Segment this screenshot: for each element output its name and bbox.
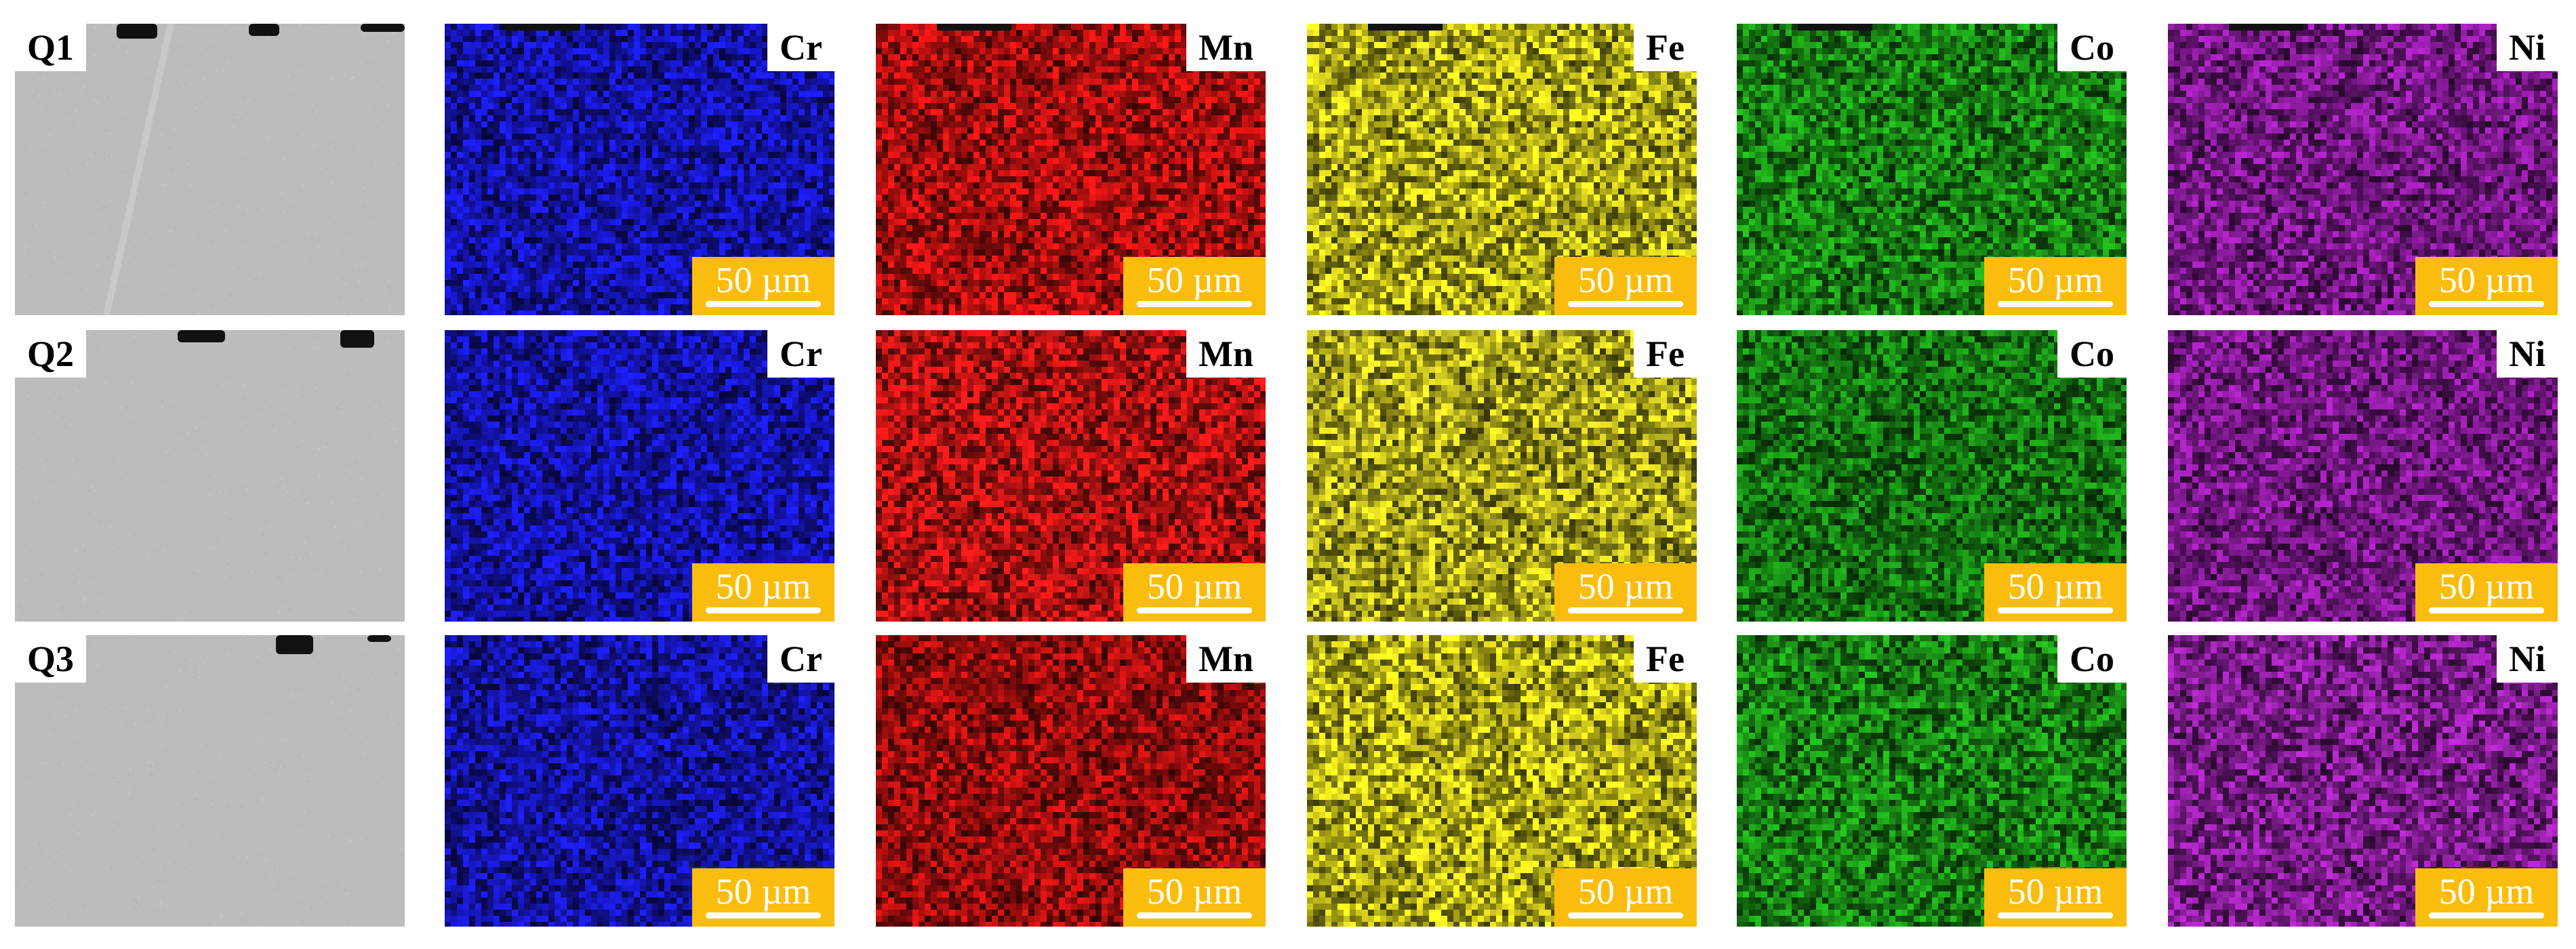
map-ni-q3: Ni 50 µm (2168, 635, 2558, 927)
element-label-cr: Cr (767, 635, 834, 683)
map-cr-q1: Cr 50 µm (445, 24, 834, 315)
sem-image-q3: Q3 (15, 635, 405, 927)
scale-bar: 50 µm (2415, 257, 2558, 315)
map-co-q3: Co 50 µm (1737, 635, 2127, 927)
map-co-q1: Co 50 µm (1737, 24, 2127, 315)
scale-bar-line (1568, 301, 1683, 307)
element-label-cr: Cr (767, 330, 834, 378)
sem-micrograph (15, 635, 405, 927)
scale-bar-label: 50 µm (1984, 260, 2127, 300)
element-label-ni: Ni (2497, 330, 2558, 378)
scale-bar: 50 µm (1123, 257, 1266, 315)
scale-bar: 50 µm (1554, 868, 1697, 927)
scale-bar-label: 50 µm (1123, 566, 1266, 607)
sem-image-q2: Q2 (15, 330, 405, 622)
scale-bar-label: 50 µm (692, 871, 834, 912)
scale-bar: 50 µm (1984, 868, 2127, 927)
element-label-fe: Fe (1634, 24, 1697, 71)
scale-bar-line (2429, 912, 2544, 918)
scale-bar-line (1568, 912, 1683, 918)
scale-bar-line (1568, 607, 1683, 613)
scale-bar-label: 50 µm (1554, 566, 1697, 607)
scale-bar-line (1137, 912, 1252, 918)
map-ni-q1: Ni 50 µm (2168, 24, 2558, 315)
element-label-co: Co (2057, 635, 2127, 683)
scale-bar-line (1137, 607, 1252, 613)
scale-bar: 50 µm (692, 563, 834, 622)
element-label-ni: Ni (2497, 24, 2558, 71)
element-label-fe: Fe (1634, 330, 1697, 378)
sem-image-q1: Q1 (15, 24, 405, 315)
scale-bar-line (2429, 301, 2544, 307)
scale-bar-line (1998, 301, 2113, 307)
element-label-fe: Fe (1634, 635, 1697, 683)
scale-bar-line (1998, 912, 2113, 918)
element-label-mn: Mn (1186, 330, 1266, 378)
scale-bar-label: 50 µm (1554, 260, 1697, 300)
map-cr-q2: Cr 50 µm (445, 330, 834, 622)
scale-bar-label: 50 µm (1123, 260, 1266, 300)
element-label-mn: Mn (1186, 635, 1266, 683)
map-cr-q3: Cr 50 µm (445, 635, 834, 927)
scale-bar-label: 50 µm (692, 566, 834, 607)
scale-bar-label: 50 µm (2415, 260, 2558, 300)
element-map-texture (1307, 635, 1697, 927)
element-label-mn: Mn (1186, 24, 1266, 71)
scale-bar-label: 50 µm (1984, 566, 2127, 607)
row-label-q1: Q1 (15, 24, 87, 71)
map-mn-q2: Mn 50 µm (876, 330, 1266, 622)
map-mn-q1: Mn 50 µm (876, 24, 1266, 315)
scale-bar-line (1137, 301, 1252, 307)
element-label-ni: Ni (2497, 635, 2558, 683)
element-label-co: Co (2057, 330, 2127, 378)
scale-bar: 50 µm (692, 868, 834, 927)
element-map-texture (1737, 24, 2127, 315)
scale-bar: 50 µm (1123, 868, 1266, 927)
scale-bar-line (1998, 607, 2113, 613)
map-ni-q2: Ni 50 µm (2168, 330, 2558, 622)
scale-bar: 50 µm (2415, 868, 2558, 927)
scale-bar-line (2429, 607, 2544, 613)
map-mn-q3: Mn 50 µm (876, 635, 1266, 927)
scale-bar-label: 50 µm (2415, 871, 2558, 912)
row-label-q3: Q3 (15, 635, 87, 683)
sem-micrograph (15, 330, 405, 622)
row-label-q2: Q2 (15, 330, 87, 378)
scale-bar-label: 50 µm (692, 260, 834, 300)
map-fe-q2: Fe 50 µm (1307, 330, 1697, 622)
scale-bar: 50 µm (1123, 563, 1266, 622)
scale-bar-label: 50 µm (1554, 871, 1697, 912)
scale-bar-line (706, 301, 821, 307)
scale-bar-line (706, 912, 821, 918)
scale-bar: 50 µm (1554, 257, 1697, 315)
element-label-co: Co (2057, 24, 2127, 71)
scale-bar-label: 50 µm (2415, 566, 2558, 607)
scale-bar: 50 µm (692, 257, 834, 315)
element-map-texture (445, 330, 834, 622)
scale-bar: 50 µm (1554, 563, 1697, 622)
map-co-q2: Co 50 µm (1737, 330, 2127, 622)
element-map-texture (2168, 24, 2558, 315)
element-label-cr: Cr (767, 24, 834, 71)
scale-bar-line (706, 607, 821, 613)
scale-bar: 50 µm (2415, 563, 2558, 622)
map-fe-q1: Fe 50 µm (1307, 24, 1697, 315)
scale-bar-label: 50 µm (1984, 871, 2127, 912)
scale-bar: 50 µm (1984, 257, 2127, 315)
scale-bar-label: 50 µm (1123, 871, 1266, 912)
sem-micrograph (15, 24, 405, 315)
map-fe-q3: Fe 50 µm (1307, 635, 1697, 927)
scale-bar: 50 µm (1984, 563, 2127, 622)
